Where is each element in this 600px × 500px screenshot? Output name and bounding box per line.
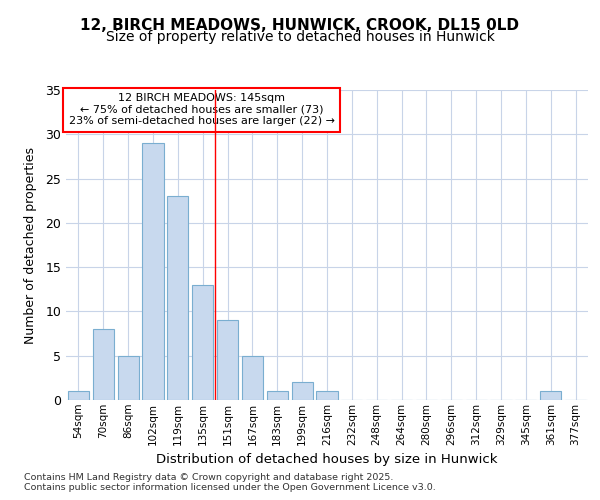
Bar bbox=[192, 285, 213, 400]
Bar bbox=[68, 391, 89, 400]
X-axis label: Distribution of detached houses by size in Hunwick: Distribution of detached houses by size … bbox=[156, 453, 498, 466]
Text: 12, BIRCH MEADOWS, HUNWICK, CROOK, DL15 0LD: 12, BIRCH MEADOWS, HUNWICK, CROOK, DL15 … bbox=[80, 18, 520, 32]
Bar bbox=[242, 356, 263, 400]
Text: 12 BIRCH MEADOWS: 145sqm
← 75% of detached houses are smaller (73)
23% of semi-d: 12 BIRCH MEADOWS: 145sqm ← 75% of detach… bbox=[69, 93, 335, 126]
Bar bbox=[292, 382, 313, 400]
Bar bbox=[316, 391, 338, 400]
Bar bbox=[217, 320, 238, 400]
Bar bbox=[142, 143, 164, 400]
Bar bbox=[167, 196, 188, 400]
Bar bbox=[93, 329, 114, 400]
Bar bbox=[267, 391, 288, 400]
Bar bbox=[540, 391, 561, 400]
Bar bbox=[118, 356, 139, 400]
Text: Size of property relative to detached houses in Hunwick: Size of property relative to detached ho… bbox=[106, 30, 494, 44]
Y-axis label: Number of detached properties: Number of detached properties bbox=[24, 146, 37, 344]
Text: Contains HM Land Registry data © Crown copyright and database right 2025.
Contai: Contains HM Land Registry data © Crown c… bbox=[24, 473, 436, 492]
